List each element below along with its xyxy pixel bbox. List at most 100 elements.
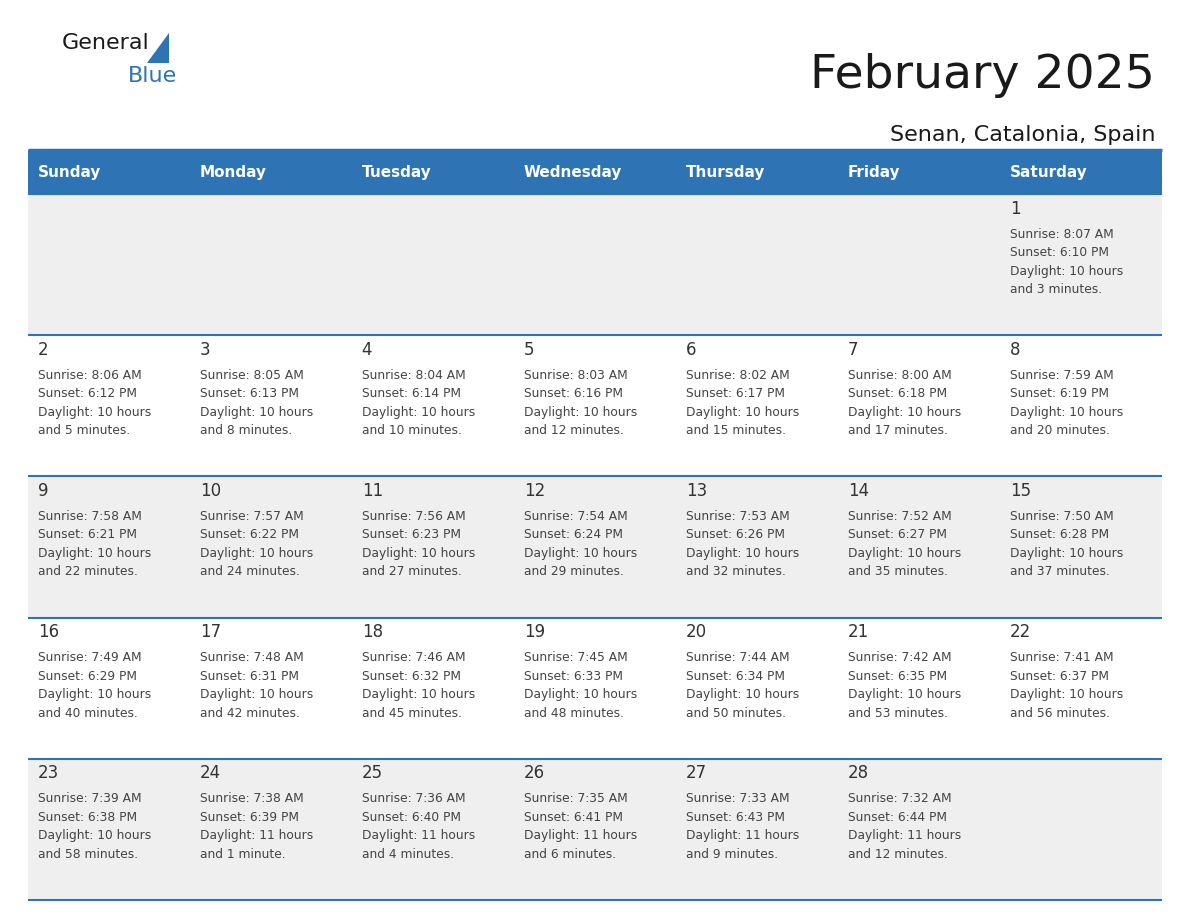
Text: Sunrise: 7:41 AM: Sunrise: 7:41 AM <box>1010 651 1113 664</box>
Text: Sunset: 6:23 PM: Sunset: 6:23 PM <box>361 529 461 542</box>
Text: 19: 19 <box>524 623 545 641</box>
Text: and 35 minutes.: and 35 minutes. <box>848 565 948 578</box>
Text: and 32 minutes.: and 32 minutes. <box>685 565 785 578</box>
Text: 22: 22 <box>1010 623 1031 641</box>
Text: 23: 23 <box>38 765 59 782</box>
Text: and 37 minutes.: and 37 minutes. <box>1010 565 1110 578</box>
Text: and 48 minutes.: and 48 minutes. <box>524 707 624 720</box>
Text: and 22 minutes.: and 22 minutes. <box>38 565 138 578</box>
Text: Sunrise: 8:04 AM: Sunrise: 8:04 AM <box>361 369 466 382</box>
Text: Saturday: Saturday <box>1010 164 1087 180</box>
Text: and 6 minutes.: and 6 minutes. <box>524 848 615 861</box>
Text: 16: 16 <box>38 623 59 641</box>
Text: 2: 2 <box>38 341 49 359</box>
Text: Daylight: 10 hours: Daylight: 10 hours <box>38 688 151 701</box>
Text: Sunrise: 7:57 AM: Sunrise: 7:57 AM <box>200 509 303 523</box>
Text: Daylight: 11 hours: Daylight: 11 hours <box>524 829 637 843</box>
Text: Friday: Friday <box>848 164 901 180</box>
Text: Daylight: 10 hours: Daylight: 10 hours <box>1010 688 1123 701</box>
Text: and 27 minutes.: and 27 minutes. <box>361 565 462 578</box>
Text: Sunrise: 7:33 AM: Sunrise: 7:33 AM <box>685 792 789 805</box>
Text: Blue: Blue <box>128 66 177 86</box>
Bar <box>190 150 352 194</box>
Text: and 17 minutes.: and 17 minutes. <box>848 424 948 437</box>
Text: and 8 minutes.: and 8 minutes. <box>200 424 292 437</box>
Text: Sunset: 6:28 PM: Sunset: 6:28 PM <box>1010 529 1108 542</box>
Text: Sunset: 6:14 PM: Sunset: 6:14 PM <box>361 387 461 400</box>
Text: 26: 26 <box>524 765 545 782</box>
Text: Sunrise: 7:53 AM: Sunrise: 7:53 AM <box>685 509 790 523</box>
Text: and 58 minutes.: and 58 minutes. <box>38 848 138 861</box>
Text: 24: 24 <box>200 765 221 782</box>
Text: Sunset: 6:38 PM: Sunset: 6:38 PM <box>38 811 137 823</box>
Text: 13: 13 <box>685 482 707 500</box>
Text: Monday: Monday <box>200 164 267 180</box>
Text: and 42 minutes.: and 42 minutes. <box>200 707 299 720</box>
Text: Sunrise: 7:45 AM: Sunrise: 7:45 AM <box>524 651 627 664</box>
Text: Daylight: 10 hours: Daylight: 10 hours <box>1010 406 1123 419</box>
Text: Daylight: 10 hours: Daylight: 10 hours <box>1010 264 1123 277</box>
Text: Tuesday: Tuesday <box>361 164 431 180</box>
Text: 1: 1 <box>1010 199 1020 218</box>
Text: Sunset: 6:26 PM: Sunset: 6:26 PM <box>685 529 785 542</box>
Text: Sunrise: 8:03 AM: Sunrise: 8:03 AM <box>524 369 627 382</box>
Bar <box>514 150 676 194</box>
Text: Sunrise: 7:35 AM: Sunrise: 7:35 AM <box>524 792 627 805</box>
Text: 3: 3 <box>200 341 210 359</box>
Text: Sunset: 6:40 PM: Sunset: 6:40 PM <box>361 811 461 823</box>
Text: 20: 20 <box>685 623 707 641</box>
Bar <box>29 150 190 194</box>
Text: 5: 5 <box>524 341 535 359</box>
Text: Sunset: 6:19 PM: Sunset: 6:19 PM <box>1010 387 1108 400</box>
Polygon shape <box>147 33 169 63</box>
Text: and 40 minutes.: and 40 minutes. <box>38 707 138 720</box>
Text: Wednesday: Wednesday <box>524 164 623 180</box>
Text: Sunrise: 7:58 AM: Sunrise: 7:58 AM <box>38 509 141 523</box>
Text: and 29 minutes.: and 29 minutes. <box>524 565 624 578</box>
Text: Daylight: 11 hours: Daylight: 11 hours <box>200 829 312 843</box>
Text: Sunset: 6:34 PM: Sunset: 6:34 PM <box>685 669 785 683</box>
Text: Daylight: 10 hours: Daylight: 10 hours <box>200 688 312 701</box>
Text: Sunrise: 7:46 AM: Sunrise: 7:46 AM <box>361 651 466 664</box>
Text: Thursday: Thursday <box>685 164 765 180</box>
Text: Sunset: 6:22 PM: Sunset: 6:22 PM <box>200 529 298 542</box>
Text: Daylight: 11 hours: Daylight: 11 hours <box>361 829 475 843</box>
Text: Daylight: 10 hours: Daylight: 10 hours <box>524 406 637 419</box>
Text: Sunset: 6:27 PM: Sunset: 6:27 PM <box>848 529 947 542</box>
Text: and 4 minutes.: and 4 minutes. <box>361 848 454 861</box>
Text: 15: 15 <box>1010 482 1031 500</box>
Text: Daylight: 10 hours: Daylight: 10 hours <box>200 406 312 419</box>
Text: and 3 minutes.: and 3 minutes. <box>1010 283 1101 296</box>
Text: 25: 25 <box>361 765 383 782</box>
Text: Daylight: 10 hours: Daylight: 10 hours <box>848 688 961 701</box>
Text: 17: 17 <box>200 623 221 641</box>
Bar <box>352 150 514 194</box>
Bar <box>29 618 1162 759</box>
Text: Sunset: 6:13 PM: Sunset: 6:13 PM <box>200 387 298 400</box>
Text: Sunrise: 8:05 AM: Sunrise: 8:05 AM <box>200 369 304 382</box>
Text: Sunrise: 7:44 AM: Sunrise: 7:44 AM <box>685 651 789 664</box>
Text: Sunset: 6:39 PM: Sunset: 6:39 PM <box>200 811 298 823</box>
Text: 9: 9 <box>38 482 49 500</box>
Text: and 45 minutes.: and 45 minutes. <box>361 707 462 720</box>
Text: and 24 minutes.: and 24 minutes. <box>200 565 299 578</box>
Text: February 2025: February 2025 <box>810 53 1155 98</box>
Text: Sunrise: 7:49 AM: Sunrise: 7:49 AM <box>38 651 141 664</box>
Text: and 20 minutes.: and 20 minutes. <box>1010 424 1110 437</box>
Text: 11: 11 <box>361 482 383 500</box>
Text: Sunday: Sunday <box>38 164 101 180</box>
Text: and 12 minutes.: and 12 minutes. <box>524 424 624 437</box>
Text: Daylight: 10 hours: Daylight: 10 hours <box>361 547 475 560</box>
Text: Daylight: 10 hours: Daylight: 10 hours <box>38 547 151 560</box>
Text: Sunset: 6:29 PM: Sunset: 6:29 PM <box>38 669 137 683</box>
Bar <box>838 150 1000 194</box>
Text: Daylight: 10 hours: Daylight: 10 hours <box>38 829 151 843</box>
Text: and 53 minutes.: and 53 minutes. <box>848 707 948 720</box>
Text: 8: 8 <box>1010 341 1020 359</box>
Text: 28: 28 <box>848 765 868 782</box>
Text: 18: 18 <box>361 623 383 641</box>
Text: Daylight: 10 hours: Daylight: 10 hours <box>38 406 151 419</box>
Text: Daylight: 10 hours: Daylight: 10 hours <box>524 547 637 560</box>
Text: 6: 6 <box>685 341 696 359</box>
Text: Sunset: 6:31 PM: Sunset: 6:31 PM <box>200 669 298 683</box>
